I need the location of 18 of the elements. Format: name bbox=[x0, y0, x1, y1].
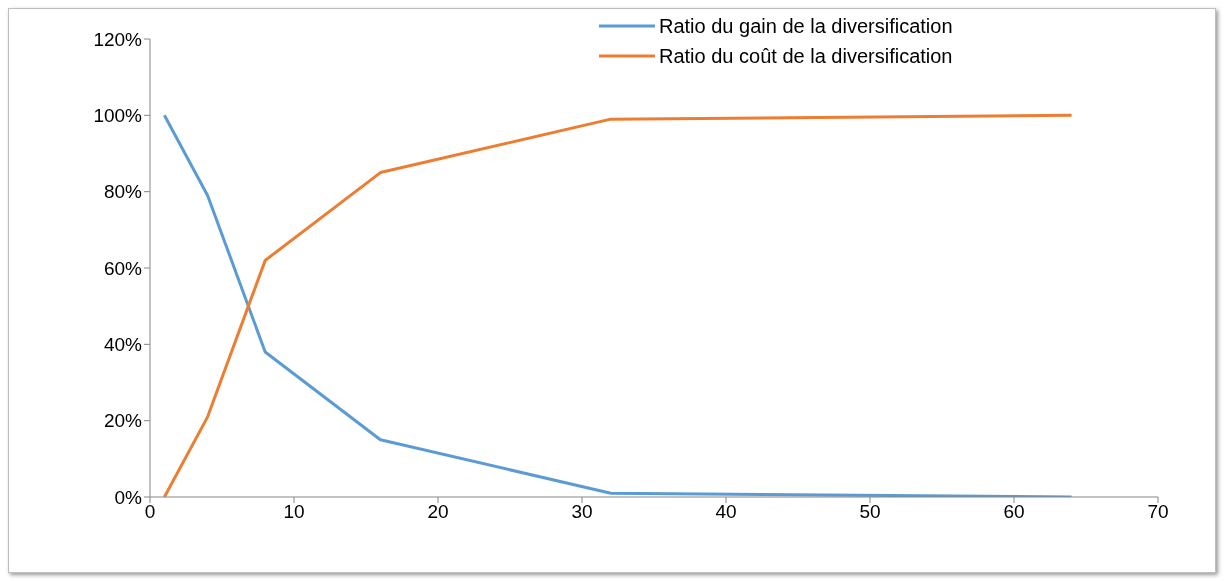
x-tick-label: 20 bbox=[427, 501, 449, 523]
y-tick-label: 60% bbox=[103, 257, 143, 279]
y-tick-label: 40% bbox=[103, 334, 143, 356]
x-tick-label: 40 bbox=[715, 501, 737, 523]
line-series bbox=[162, 113, 1074, 497]
y-tick-label: 100% bbox=[93, 105, 143, 127]
legend-label: Ratio du gain de la diversification bbox=[659, 14, 953, 39]
x-tick-label: 30 bbox=[571, 501, 593, 523]
y-tick-label: 0% bbox=[114, 486, 143, 508]
y-tick-label: 80% bbox=[103, 181, 143, 203]
legend-label: Ratio du coût de la diversification bbox=[659, 44, 953, 69]
x-tick-label: 60 bbox=[1003, 501, 1025, 523]
y-tick-label: 20% bbox=[103, 410, 143, 432]
x-tick-label: 70 bbox=[1147, 501, 1169, 523]
x-tick-label: 0 bbox=[144, 501, 156, 523]
y-tick-label: 120% bbox=[93, 28, 143, 50]
x-tick-label: 50 bbox=[859, 501, 881, 523]
x-tick-label: 10 bbox=[283, 501, 305, 523]
